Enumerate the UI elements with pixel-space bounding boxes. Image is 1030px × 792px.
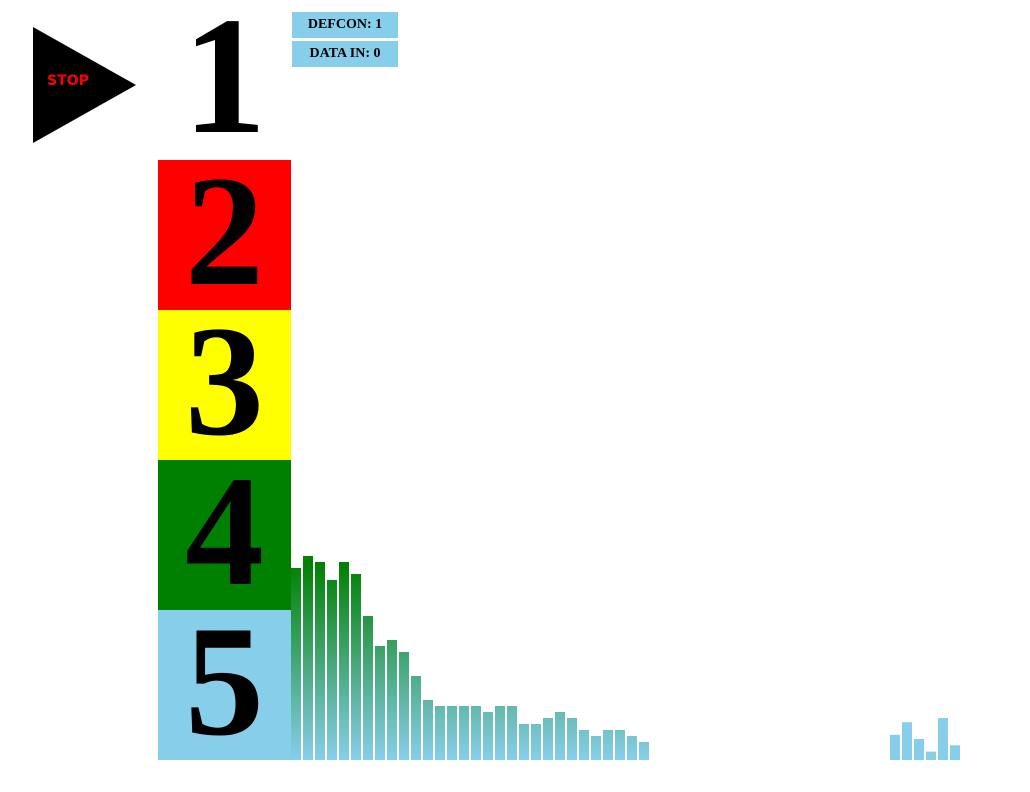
remote-activity-cluster [890, 718, 960, 760]
meter-bar [495, 706, 505, 760]
defcon-level-4: 4 [158, 460, 291, 610]
cluster-bar [914, 739, 924, 760]
cluster-bar [926, 751, 936, 760]
meter-bar [531, 724, 541, 760]
cluster-bar [938, 718, 948, 760]
meter-bar [615, 730, 625, 760]
meter-bar [603, 730, 613, 760]
cluster-bar [950, 745, 960, 760]
meter-bar [471, 706, 481, 760]
meter-bar [351, 574, 361, 760]
meter-bar [315, 562, 325, 760]
meter-bar [627, 736, 637, 760]
meter-bar [303, 556, 313, 760]
meter-bar [507, 706, 517, 760]
defcon-level-1: 1 [182, 0, 267, 169]
stop-label: STOP [47, 73, 89, 89]
meter-bar [591, 736, 601, 760]
defcon-level-5: 5 [158, 610, 291, 760]
meter-bar [339, 562, 349, 760]
meter-bar [291, 568, 301, 760]
play-triangle-icon [33, 27, 136, 143]
meter-bar [639, 742, 649, 760]
cluster-bar [890, 734, 900, 760]
meter-bar [543, 718, 553, 760]
meter-bar [411, 676, 421, 760]
meter-bar [435, 706, 445, 760]
meter-bar [375, 646, 385, 760]
meter-bar [423, 700, 433, 760]
defcon-status: DEFCON: 1 [292, 12, 398, 38]
data-in-status: DATA IN: 0 [292, 41, 398, 67]
defcon-level-3: 3 [158, 310, 291, 460]
play-stop-button[interactable]: STOP [33, 27, 136, 143]
meter-bar [363, 616, 373, 760]
meter-bar [459, 706, 469, 760]
cluster-bar [902, 722, 912, 760]
meter-bar [579, 730, 589, 760]
meter-bar [483, 712, 493, 760]
meter-bar [399, 652, 409, 760]
meter-bar [447, 706, 457, 760]
activity-meter [291, 556, 649, 760]
meter-bar [555, 712, 565, 760]
meter-bar [567, 718, 577, 760]
meter-bar [519, 724, 529, 760]
meter-bar [387, 640, 397, 760]
defcon-level-2: 2 [158, 160, 291, 310]
meter-bar [327, 580, 337, 760]
